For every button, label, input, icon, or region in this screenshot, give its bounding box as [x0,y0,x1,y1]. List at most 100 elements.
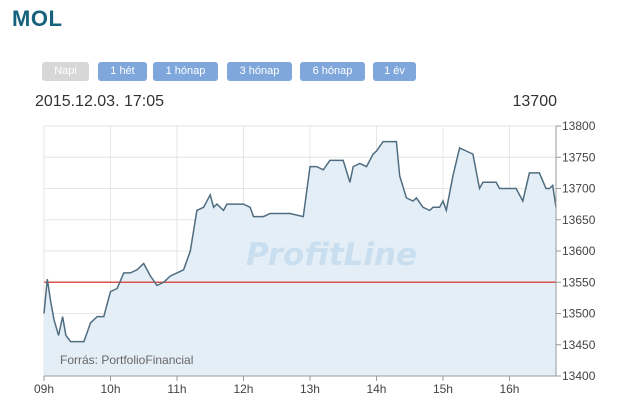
data-point [103,315,105,317]
data-point [76,340,78,342]
data-point [395,140,397,142]
x-tick-label: 16h [499,382,519,396]
y-tick-label: 13400 [562,369,596,383]
datetime-label: 2015.12.03. 17:05 [35,93,165,110]
data-point [445,209,447,211]
data-point [269,212,271,214]
data-point [289,212,291,214]
data-point [46,278,48,280]
data-point [143,262,145,264]
tab-1-ev[interactable]: 1 év [373,62,416,81]
page-title: MOL [12,6,63,31]
data-point [149,275,151,277]
data-point [49,300,51,302]
data-point [222,209,224,211]
data-point [432,206,434,208]
data-point [478,187,480,189]
data-point [399,175,401,177]
data-point [329,159,331,161]
data-point [488,181,490,183]
tab-3-honap[interactable]: 3 hónap [227,62,292,81]
data-point [57,334,59,336]
data-point [548,187,550,189]
data-point [61,315,63,317]
data-point [405,197,407,199]
data-point [43,312,45,314]
data-point [552,184,554,186]
data-point [482,181,484,183]
data-point [169,275,171,277]
data-point [189,250,191,252]
data-point [495,181,497,183]
data-point [96,315,98,317]
last-value-label: 13700 [512,93,558,110]
data-point [83,340,85,342]
x-tick-label: 09h [34,382,54,396]
data-point [382,140,384,142]
data-point [412,200,414,202]
data-point [116,287,118,289]
price-line [43,140,557,343]
data-point [498,187,500,189]
data-point [342,159,344,161]
data-point [226,203,228,205]
data-point [182,269,184,271]
data-point [65,334,67,336]
data-point [252,215,254,217]
data-point [123,272,125,274]
x-tick-label: 13h [300,382,320,396]
data-point [302,215,304,217]
data-point [375,150,377,152]
data-point [216,203,218,205]
data-point [163,281,165,283]
data-point [528,172,530,174]
data-point [349,181,351,183]
data-point [176,272,178,274]
y-tick-label: 13800 [562,119,596,133]
data-point [129,272,131,274]
data-point [242,203,244,205]
data-point [522,200,524,202]
data-point [465,150,467,152]
tab-6-honap[interactable]: 6 hónap [300,62,365,81]
data-point [156,284,158,286]
tab-1-honap[interactable]: 1 hónap [153,62,218,81]
x-tick-label: 14h [366,382,386,396]
tab-1-het[interactable]: 1 hét [98,62,147,81]
data-point [309,165,311,167]
data-point [209,194,211,196]
data-point [452,175,454,177]
y-tick-label: 13750 [562,150,596,164]
axes: 13400 13450 13500 13550 13600 13650 13700 13750… [34,119,596,396]
data-point [53,319,55,321]
data-point [422,206,424,208]
data-point [429,209,431,211]
data-point [472,153,474,155]
data-point [458,147,460,149]
y-tick-label: 13650 [562,213,596,227]
source-label: Forrás: PortfolioFinancial [60,353,193,367]
watermark-text: ProfitLine [246,237,417,273]
tab-napi[interactable]: Napi [42,62,89,81]
x-tick-label: 11h [167,382,186,396]
y-tick-label: 13550 [562,275,596,289]
data-point [202,206,204,208]
data-point [262,215,264,217]
data-point [69,340,71,342]
y-tick-label: 13500 [562,307,596,321]
data-point [538,172,540,174]
data-point [438,206,440,208]
data-point [276,212,278,214]
data-point [196,209,198,211]
data-point [322,169,324,171]
x-tick-label: 15h [433,382,453,396]
y-tick-label: 13600 [562,244,596,258]
x-tick-label: 12h [233,382,253,396]
data-point [372,153,374,155]
data-point [232,203,234,205]
data-point [415,197,417,199]
y-tick-label: 13450 [562,338,596,352]
data-point [442,200,444,202]
x-tick-label: 10h [100,382,120,396]
